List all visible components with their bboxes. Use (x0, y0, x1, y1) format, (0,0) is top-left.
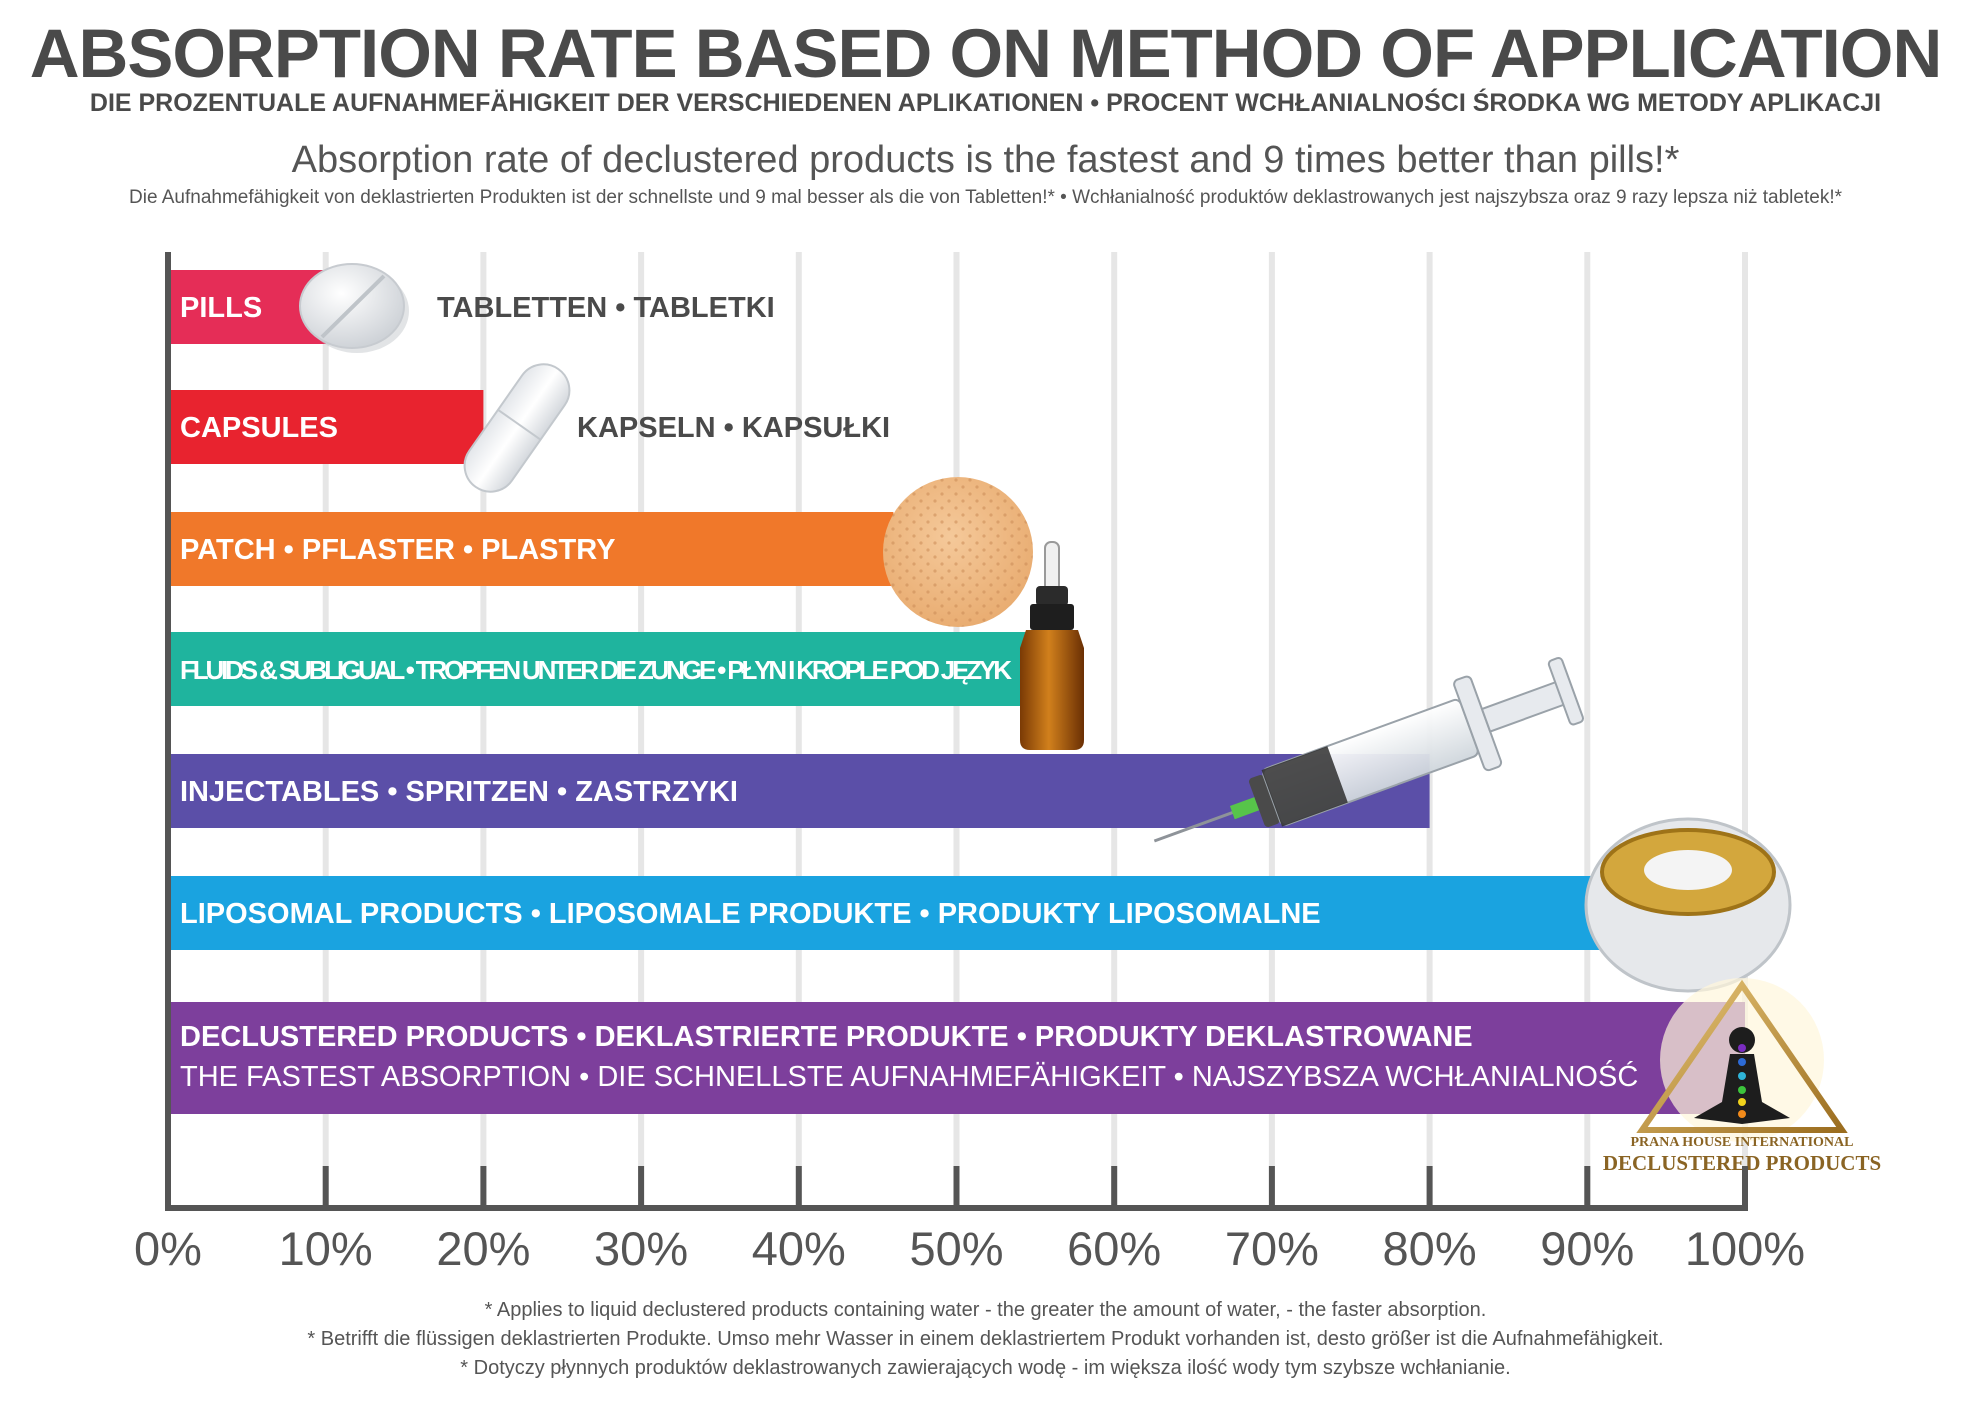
bar-translation-label: KAPSELN • KAPSUŁKI (577, 412, 890, 444)
x-tick-label: 100% (1685, 1222, 1805, 1275)
x-tick-label: 30% (594, 1222, 688, 1275)
dropper-bottle-icon (1020, 541, 1084, 750)
logo-line-1: PRANA HOUSE INTERNATIONAL (1631, 1135, 1854, 1150)
bars (168, 270, 1745, 1114)
bar-category-label: INJECTABLES • SPRITZEN • ZASTRZYKI (180, 776, 738, 808)
tagline-translation: Die Aufnahmefähigkeit von deklastrierten… (129, 187, 1842, 208)
x-axis: 0% 10% 20% 30% 40% 50% 60% 70% 80% 90% 100% (134, 252, 1805, 1275)
declustered-logo (1636, 978, 1848, 1142)
x-tick-label: 40% (752, 1222, 846, 1275)
bar-sublabel: THE FASTEST ABSORPTION • DIE SCHNELLSTE … (180, 1059, 1638, 1093)
bar-category-label: DECLUSTERED PRODUCTS • DEKLASTRIERTE PRO… (180, 1021, 1473, 1053)
x-tick-label: 60% (1067, 1222, 1161, 1275)
footnote-de: * Betrifft die flüssigen deklastrierten … (307, 1328, 1664, 1350)
bar (168, 1002, 1745, 1114)
x-tick-label: 10% (279, 1222, 373, 1275)
chart-title: ABSORPTION RATE BASED ON METHOD OF APPLI… (29, 15, 1943, 92)
bar-translation-label: TABLETTEN • TABLETKI (437, 292, 775, 324)
bar-labels: PILLS TABLETTEN • TABLETKI CAPSULES KAPSELN… (180, 292, 1638, 1093)
footnotes: * Applies to liquid declustered products… (0, 1296, 1971, 1383)
syringe-icon (1153, 656, 1585, 843)
bar (168, 876, 1667, 950)
x-tick-label: 90% (1540, 1222, 1634, 1275)
tagline: Absorption rate of declustered products … (291, 139, 1680, 181)
footnote-pl: * Dotyczy płynnych produktów deklastrowa… (460, 1357, 1511, 1379)
x-tick-label: 20% (436, 1222, 530, 1275)
bar (168, 632, 1036, 706)
footnote-en: * Applies to liquid declustered products… (484, 1299, 1487, 1321)
pill-icon (299, 263, 409, 353)
liposome-icon (1584, 817, 1792, 993)
bar-category-label: FLUIDS & SUBLIGUAL • TROPFEN UNTER DIE Z… (180, 655, 1012, 685)
bar-category-label: PATCH • PFLASTER • PLASTRY (180, 534, 615, 566)
bar-category-label: LIPOSOMAL PRODUCTS • LIPOSOMALE PRODUKTE… (180, 898, 1321, 930)
x-tick-label: 70% (1225, 1222, 1319, 1275)
x-tick-label: 0% (134, 1222, 202, 1275)
capsule-icon (463, 363, 571, 493)
bar-category-label: CAPSULES (180, 412, 338, 444)
bar (168, 390, 484, 464)
bar (168, 512, 894, 586)
bar (168, 754, 1430, 828)
bar-category-label: PILLS (180, 292, 262, 324)
x-tick-label: 50% (909, 1222, 1003, 1275)
chart-subtitle: DIE PROZENTUALE AUFNAHMEFÄHIGKEIT DER VE… (89, 89, 1882, 117)
patch-icon (883, 477, 1033, 627)
x-tick-label: 80% (1383, 1222, 1477, 1275)
